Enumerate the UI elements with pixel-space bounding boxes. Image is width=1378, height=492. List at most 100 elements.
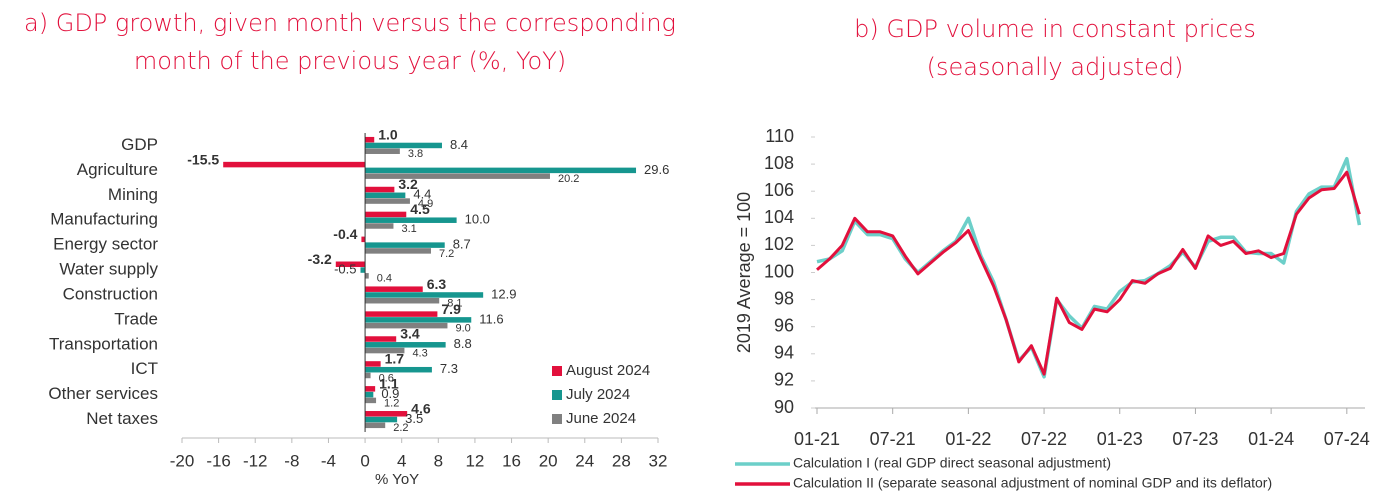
bar: [365, 342, 446, 348]
bar: [365, 242, 445, 248]
bar: [365, 148, 400, 154]
x-tick-label: -20: [170, 451, 195, 470]
value-label: 8.7: [453, 237, 471, 252]
line-series: [816, 156, 1362, 379]
value-label: 0.9: [381, 386, 399, 401]
x-tick-label: 16: [502, 451, 521, 470]
bar: [365, 411, 408, 417]
x-tick-label: -8: [284, 451, 299, 470]
bar: [365, 336, 397, 342]
value-label: 3.5: [405, 411, 423, 426]
category-label: Transportation: [49, 334, 158, 353]
category-label: Manufacturing: [50, 210, 158, 229]
value-label: 9.0: [455, 323, 470, 335]
value-label: 8.1: [447, 298, 462, 310]
legend-label: July 2024: [566, 386, 630, 403]
x-tick-label: 12: [465, 451, 484, 470]
value-label: 4.5: [410, 201, 430, 217]
y-tick-label: 106: [764, 180, 794, 200]
x-tick-label: 07-21: [870, 429, 916, 449]
x-axis-label: % YoY: [375, 471, 419, 488]
value-label: -15.5: [187, 151, 219, 167]
legend-label: Calculation II (separate seasonal adjust…: [793, 475, 1272, 491]
legend-swatch: [552, 414, 562, 424]
y-tick-label: 90: [774, 397, 794, 417]
y-tick-label: 92: [774, 370, 794, 390]
value-label: 7.9: [441, 301, 461, 317]
x-tick-label: 01-22: [945, 429, 991, 449]
x-tick-label: 01-21: [794, 429, 840, 449]
bar: [365, 136, 375, 143]
x-tick-label: 0: [360, 451, 369, 470]
chart-a-title: a) GDP growth, given month versus the co…: [24, 9, 676, 75]
value-label: 4.9: [418, 198, 433, 210]
bar: [365, 273, 369, 279]
value-label: 3.1: [401, 223, 416, 235]
value-label: 2.2: [393, 422, 408, 434]
bar: [365, 391, 374, 398]
bar: [365, 223, 394, 229]
bar: [365, 167, 637, 174]
x-tick-label: 28: [612, 451, 631, 470]
y-tick-label: 98: [774, 288, 794, 308]
x-tick-label: 4: [397, 451, 406, 470]
bar: [360, 267, 366, 273]
bar: [365, 422, 386, 429]
value-label: -3.2: [308, 251, 332, 267]
bar: [365, 416, 398, 423]
value-label: 6.3: [427, 276, 447, 292]
x-tick-label: 32: [649, 451, 668, 470]
bar: [365, 361, 381, 367]
x-tick-label: 20: [539, 451, 558, 470]
category-label: Net taxes: [86, 409, 158, 428]
bar: [365, 198, 410, 204]
bar: [223, 161, 366, 168]
legend-label: August 2024: [566, 362, 650, 379]
value-label: -0.5: [334, 261, 356, 276]
x-tick-label: 01-23: [1097, 429, 1143, 449]
bar: [365, 217, 457, 223]
x-tick-label: -12: [243, 451, 268, 470]
category-label: Agriculture: [77, 160, 158, 179]
value-label: 20.2: [558, 173, 579, 185]
value-label: 10.0: [465, 212, 490, 227]
value-label: -0.4: [333, 226, 357, 242]
bar: [365, 347, 405, 354]
y-tick-label: 94: [774, 343, 794, 363]
y-tick-label: 104: [764, 207, 794, 227]
value-label: 8.8: [454, 336, 472, 351]
value-label: 4.6: [411, 400, 431, 416]
category-label: Trade: [114, 309, 158, 328]
legend-swatch: [552, 390, 562, 400]
bar: [365, 186, 395, 193]
bar: [365, 297, 440, 304]
value-label: 29.6: [644, 162, 669, 177]
category-label: GDP: [121, 135, 158, 154]
y-tick-label: 100: [764, 261, 794, 281]
value-label: 1.2: [384, 397, 399, 409]
bar: [361, 236, 366, 243]
bar: [365, 292, 484, 298]
x-tick-label: 24: [575, 451, 594, 470]
category-label: ICT: [131, 359, 158, 378]
category-label: Water supply: [59, 260, 158, 279]
x-tick-label: 07-24: [1324, 429, 1370, 449]
legend-label: June 2024: [566, 410, 636, 427]
legend-label: Calculation I (real GDP direct seasonal …: [793, 455, 1111, 471]
x-tick-label: -16: [206, 451, 231, 470]
bar: [365, 211, 407, 218]
value-label: 3.4: [400, 326, 420, 342]
category-label: Energy sector: [53, 235, 158, 254]
value-label: 4.3: [412, 347, 427, 359]
value-label: 7.2: [439, 248, 454, 260]
y-tick-label: 96: [774, 315, 794, 335]
bar: [365, 142, 442, 149]
y-tick-label: 110: [765, 126, 794, 146]
y-tick-label: 108: [764, 153, 794, 173]
bar: [335, 261, 366, 268]
x-tick-label: 01-24: [1248, 429, 1294, 449]
bar: [365, 248, 431, 254]
bar: [365, 366, 432, 373]
